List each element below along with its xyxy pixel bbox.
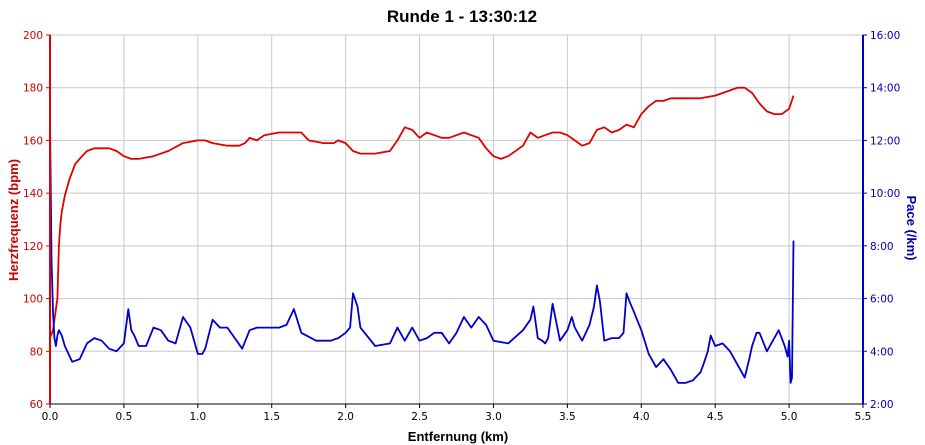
y-right-tick-label: 8:00 [870,241,894,253]
y-left-tick-label: 160 [23,135,43,147]
x-tick-label: 5.5 [855,411,872,423]
y-left-tick-label: 140 [23,188,43,200]
heart-rate-line [49,86,795,339]
x-tick-label: 4.0 [633,411,650,423]
grid [49,34,864,405]
y-right-tick-label: 14:00 [870,83,900,95]
pace-line [49,119,795,384]
y-left-tick-label: 80 [30,346,43,358]
y-right-tick-label: 10:00 [870,188,900,200]
x-axis-label: Entfernung (km) [408,429,508,444]
y-right-tick-label: 4:00 [870,346,894,358]
y-left-tick-label: 200 [23,30,43,42]
x-tick-label: 1.5 [263,411,280,423]
chart-title: Runde 1 - 13:30:12 [387,7,537,26]
x-tick-label: 0.0 [42,411,59,423]
y-left-tick-label: 100 [23,294,43,306]
y-right-tick-label: 6:00 [870,294,894,306]
y-left-axis-label: Herzfrequenz (bpm) [6,159,21,281]
x-tick-label: 5.0 [781,411,798,423]
y-right-axis-label: Pace (/km) [904,195,919,260]
y-left-tick-label: 120 [23,241,43,253]
y-right-tick-label: 16:00 [870,30,900,42]
x-tick-label: 2.5 [411,411,428,423]
y-left-tick-label: 60 [30,399,43,411]
series-layer [49,86,795,384]
axes [49,35,864,405]
x-tick-label: 1.0 [189,411,206,423]
x-tick-label: 2.0 [337,411,354,423]
ticks: 0.0 0.5 1.0 1.5 2.0 2.5 3.0 3.5 4.0 4.5 5.0 5.5 60 80… [23,30,900,423]
x-tick-label: 0.5 [116,411,133,423]
y-left-tick-label: 180 [23,83,43,95]
y-right-tick-label: 2:00 [870,399,894,411]
x-tick-label: 4.5 [707,411,724,423]
y-right-tick-label: 12:00 [870,135,900,147]
x-tick-label: 3.5 [559,411,576,423]
x-tick-label: 3.0 [485,411,502,423]
